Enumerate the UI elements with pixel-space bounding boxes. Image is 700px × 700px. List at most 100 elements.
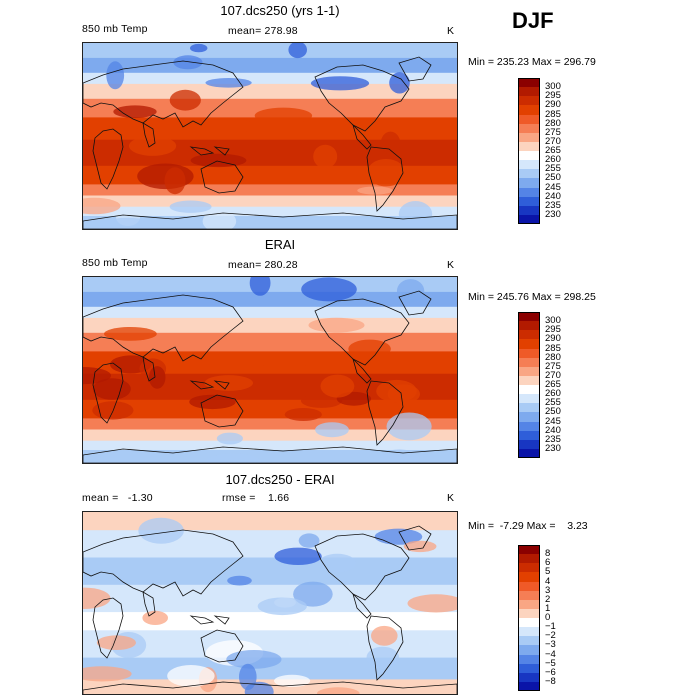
panel-1-map: [82, 42, 458, 230]
colorbar-swatch: [518, 618, 540, 628]
colorbar-tick-label: −8: [545, 675, 556, 687]
colorbar-tick-label: −1: [545, 621, 556, 633]
colorbar-swatch: [518, 563, 540, 573]
colorbar-tick-label: 250: [545, 172, 561, 184]
colorbar-swatch: [518, 375, 540, 385]
panel-3-minmax: Min = -7.29 Max = 3.23: [468, 520, 588, 532]
colorbar-tick-label: 3: [545, 584, 551, 596]
colorbar-swatch: [518, 581, 540, 591]
panel-3-title: 107.dcs250 - ERAI: [225, 472, 335, 487]
colorbar-swatch: [518, 663, 540, 673]
colorbar-swatch: [518, 654, 540, 664]
colorbar-tick-label: 0: [545, 612, 551, 623]
colorbar-tick-label: 295: [545, 90, 561, 102]
colorbar-tick-label: 260: [545, 388, 561, 400]
panel-2-title: ERAI: [264, 237, 296, 252]
colorbar-tick-label: −2: [545, 630, 556, 642]
colorbar-tick-label: 290: [545, 99, 561, 111]
colorbar-tick-label: 290: [545, 333, 561, 345]
colorbar-tick-label: 300: [545, 81, 561, 93]
colorbar-tick-label: 285: [545, 342, 561, 354]
panel-3-units: K: [447, 492, 455, 504]
colorbar-tick-label: −4: [545, 648, 556, 660]
colorbar-tick-label: 8: [545, 548, 551, 560]
panel-2-colorbar: 300 295 290 285 280 275 270 265 260 255 250 245 240 2…: [518, 312, 570, 458]
colorbar-tick-label: 275: [545, 360, 561, 372]
colorbar-tick-label: 235: [545, 199, 561, 211]
colorbar-swatch: [518, 96, 540, 106]
colorbar-swatch: [518, 78, 540, 88]
colorbar-swatch: [518, 366, 540, 376]
colorbar-swatch: [518, 132, 540, 142]
colorbar-tick-label: 230: [545, 208, 561, 220]
colorbar-swatch: [518, 645, 540, 655]
colorbar-swatch: [518, 105, 540, 115]
colorbar-swatch: [518, 572, 540, 582]
colorbar-swatch: [518, 123, 540, 133]
colorbar-tick-label: −5: [545, 657, 556, 669]
colorbar-swatch: [518, 348, 540, 358]
colorbar-tick-label: 240: [545, 190, 561, 202]
colorbar-swatch: [518, 321, 540, 331]
colorbar-tick-label: 260: [545, 154, 561, 166]
colorbar-swatch: [518, 330, 540, 340]
colorbar-swatch: [518, 636, 540, 646]
colorbar-tick-label: 270: [545, 135, 561, 147]
panel-3-colorbar: 8 6 5 4 3 2 1 0 −1 −2 −3 −4 −5 −6 −8: [518, 545, 570, 691]
colorbar-swatch: [518, 608, 540, 618]
panel-3-rmse-label: rmse = 1.66: [222, 492, 290, 504]
colorbar-swatch: [518, 448, 540, 458]
colorbar-tick-label: 250: [545, 406, 561, 418]
colorbar-swatch: [518, 590, 540, 600]
colorbar-tick-label: 5: [545, 566, 551, 578]
panel-2-mean-label: mean= 280.28: [228, 259, 298, 271]
colorbar-swatch: [518, 545, 540, 555]
panel-1-mean-label: mean= 278.98: [228, 25, 298, 37]
panel-1-title: 107.dcs250 (yrs 1-1): [220, 3, 340, 18]
panel-2-minmax: Min = 245.76 Max = 298.25: [468, 291, 596, 303]
colorbar-tick-label: 295: [545, 324, 561, 336]
colorbar-tick-label: 235: [545, 433, 561, 445]
colorbar-swatch: [518, 205, 540, 215]
panel-1-variable-label: 850 mb Temp: [82, 23, 148, 35]
colorbar-tick-label: 230: [545, 442, 561, 454]
colorbar-swatch: [518, 627, 540, 637]
colorbar-tick-label: −3: [545, 639, 556, 651]
colorbar-swatch: [518, 87, 540, 97]
colorbar-tick-label: −6: [545, 666, 556, 678]
colorbar-swatch: [518, 114, 540, 124]
colorbar-tick-label: 265: [545, 145, 561, 156]
colorbar-tick-label: 275: [545, 126, 561, 138]
colorbar-swatch: [518, 214, 540, 224]
panel-2-variable-label: 850 mb Temp: [82, 257, 148, 269]
colorbar-swatch: [518, 672, 540, 682]
colorbar-tick-label: 255: [545, 163, 561, 175]
colorbar-swatch: [518, 312, 540, 322]
panel-3-map: [82, 511, 458, 695]
panel-2-map: [82, 276, 458, 464]
colorbar-swatch: [518, 681, 540, 691]
colorbar-tick-label: 6: [545, 557, 551, 569]
colorbar-tick-label: 2: [545, 593, 551, 605]
colorbar-tick-label: 255: [545, 397, 561, 409]
colorbar-swatch: [518, 385, 540, 395]
panel-3-mean-label: mean = -1.30: [82, 492, 153, 504]
colorbar-swatch: [518, 196, 540, 206]
colorbar-swatch: [518, 169, 540, 179]
panel-1-minmax: Min = 235.23 Max = 296.79: [468, 56, 596, 68]
colorbar-tick-label: 1: [545, 602, 551, 614]
colorbar-swatch: [518, 430, 540, 440]
colorbar-swatch: [518, 151, 540, 161]
season-title: DJF: [512, 8, 554, 33]
colorbar-tick-label: 240: [545, 424, 561, 436]
colorbar-tick-label: 280: [545, 117, 561, 129]
colorbar-swatch: [518, 403, 540, 413]
panel-1-units: K: [447, 25, 455, 37]
colorbar-swatch: [518, 554, 540, 564]
colorbar-swatch: [518, 178, 540, 188]
colorbar-tick-label: 245: [545, 181, 561, 193]
colorbar-swatch: [518, 339, 540, 349]
colorbar-tick-label: 285: [545, 108, 561, 120]
panel-2-units: K: [447, 259, 455, 271]
colorbar-swatch: [518, 394, 540, 404]
